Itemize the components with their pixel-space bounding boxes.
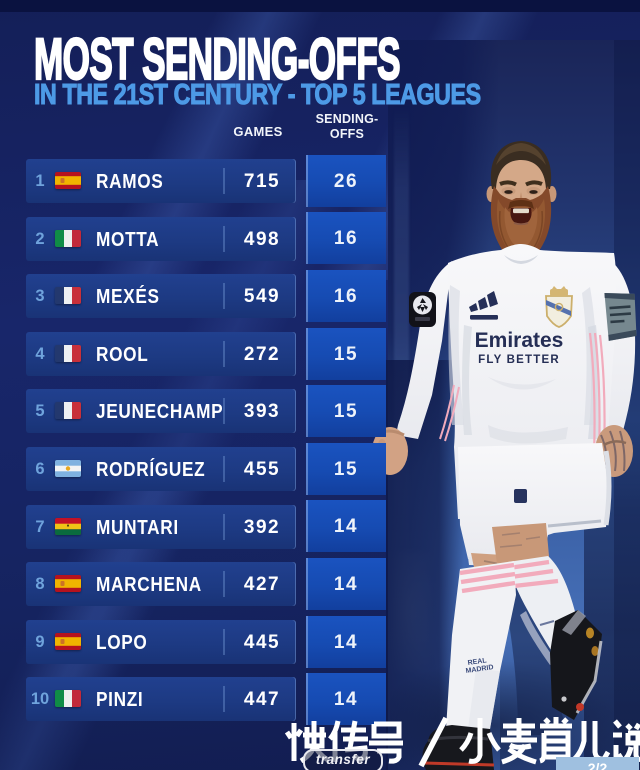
svg-text:Emirates: Emirates xyxy=(475,329,564,352)
svg-text:MADRID: MADRID xyxy=(465,664,494,675)
svg-text:FLY BETTER: FLY BETTER xyxy=(478,354,560,366)
svg-text:REAL: REAL xyxy=(467,657,488,667)
